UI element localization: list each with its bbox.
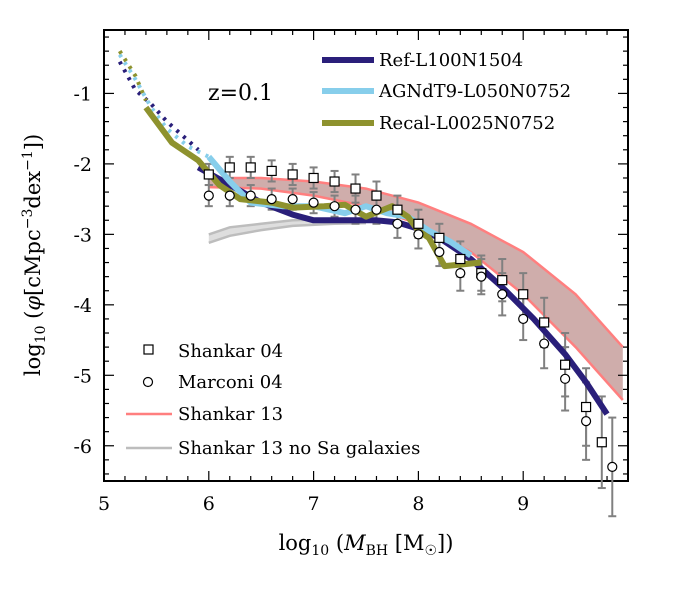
x-tick-label-0: 5 <box>98 493 110 515</box>
marker-square-14 <box>497 275 508 286</box>
legend-label-shankar13: Shankar 13 <box>178 404 283 425</box>
legend-label-marconi04: Marconi 04 <box>178 372 283 393</box>
marker-circle-9 <box>392 218 403 229</box>
x-tick-label-2: 7 <box>308 493 320 515</box>
marker-square-16 <box>539 317 550 328</box>
marker-square-17 <box>560 359 571 370</box>
marker-circle-15 <box>518 313 529 325</box>
tick-layer: 5 6 7 8 9 -1 -2 -3 -4 -5 -6 <box>73 30 628 515</box>
band-lower-1 <box>208 221 367 244</box>
legend-label-agn: AGNdT9-L050N0752 <box>378 81 571 102</box>
legend-label-recal: Recal-L0025N0752 <box>379 113 555 134</box>
marker-square-4 <box>287 169 298 180</box>
y-tick-label-5: -6 <box>73 436 92 458</box>
marker-circle-19 <box>607 461 618 473</box>
marker-circle-10 <box>413 229 424 240</box>
marker-square-10 <box>413 218 424 229</box>
marker-circle-18 <box>580 416 592 427</box>
marker-circle-12 <box>455 268 466 279</box>
y-axis-label: log10 (φ[cMpc−3dex−1]) <box>20 134 49 376</box>
marker-circle-6 <box>329 201 340 212</box>
marker-square-7 <box>350 183 361 194</box>
simulation-legend: Ref-L100N1504 AGNdT9-L050N0752 Recal-L00… <box>322 50 571 134</box>
marker-square-18 <box>580 401 592 413</box>
marker-circle-11 <box>434 246 445 258</box>
legend-label-shankar04: Shankar 04 <box>178 341 283 362</box>
marker-circle-0 <box>203 190 214 201</box>
marker-circle-2 <box>245 190 256 201</box>
marker-circle-14 <box>497 289 508 300</box>
marker-circle-1 <box>224 190 235 201</box>
marker-circle-13 <box>476 271 487 282</box>
marker-square-2 <box>245 162 256 173</box>
x-axis-label: log10 (MBH [M☉]) <box>279 531 454 559</box>
x-tick-label-1: 6 <box>203 493 215 515</box>
y-tick-label-0: -1 <box>73 83 92 105</box>
marker-square-19 <box>596 437 607 448</box>
marker-circle-17 <box>560 373 571 384</box>
marker-circle-5 <box>308 197 319 208</box>
band-upper-0 <box>208 176 624 348</box>
marker-square-11 <box>434 232 445 243</box>
legend-marker-circle <box>142 376 154 388</box>
marker-square-5 <box>308 172 319 184</box>
redshift-annotation: z=0.1 <box>208 81 273 106</box>
observation-legend: Shankar 04 Marconi 04 Shankar 13 Shankar… <box>126 341 420 459</box>
legend-label-shankar13-nosa: Shankar 13 no Sa galaxies <box>178 438 420 459</box>
marker-circle-4 <box>287 194 298 205</box>
marker-square-9 <box>392 204 403 215</box>
y-tick-label-1: -2 <box>73 154 92 176</box>
plot-area <box>103 29 629 482</box>
legend-label-ref: Ref-L100N1504 <box>379 50 523 71</box>
marker-circle-16 <box>539 338 550 349</box>
marker-square-3 <box>266 165 277 177</box>
marker-square-1 <box>224 162 235 173</box>
y-tick-label-2: -3 <box>73 224 92 246</box>
marker-layer <box>203 162 618 473</box>
marker-circle-3 <box>266 194 277 205</box>
legend-marker-square <box>143 344 154 355</box>
series-dotted-2 <box>118 50 148 102</box>
series-dotted-1 <box>118 53 210 159</box>
marker-square-0 <box>203 169 214 180</box>
x-tick-label-4: 9 <box>517 493 529 515</box>
series-dotted-0 <box>117 60 200 152</box>
marker-square-8 <box>371 190 382 201</box>
x-tick-label-3: 8 <box>412 493 424 515</box>
marker-circle-8 <box>371 204 382 215</box>
marker-square-15 <box>518 289 529 300</box>
y-tick-label-3: -4 <box>73 295 92 317</box>
y-tick-label-4: -5 <box>73 365 92 387</box>
marker-square-12 <box>455 253 466 265</box>
marker-circle-7 <box>350 204 361 215</box>
marker-square-6 <box>329 176 340 187</box>
